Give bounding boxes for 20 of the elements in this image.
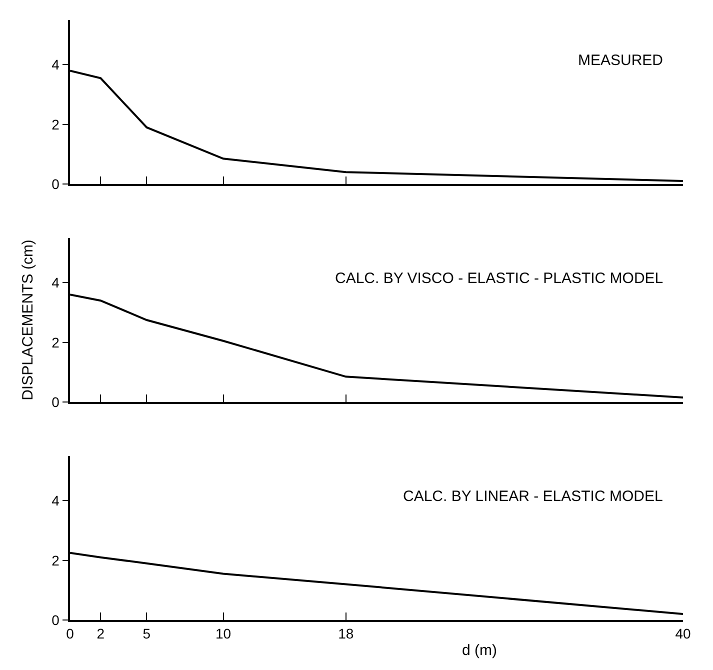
y-tick-label: 2 bbox=[52, 334, 60, 350]
y-tick-label: 4 bbox=[52, 56, 60, 73]
y-tick-label: 0 bbox=[52, 394, 60, 410]
y-tick-label: 0 bbox=[52, 612, 60, 628]
x-tick-label: 18 bbox=[338, 626, 354, 642]
y-tick-label: 2 bbox=[52, 552, 60, 568]
text: MEASURED bbox=[578, 52, 664, 69]
text: CALC. BY VISCO - ELASTIC - PLASTIC MODEL bbox=[335, 270, 664, 287]
y-tick-label: 4 bbox=[52, 492, 60, 509]
text: CALC. BY LINEAR - ELASTIC MODEL bbox=[403, 488, 663, 505]
y-tick-label: 0 bbox=[52, 176, 60, 192]
x-tick-label: 5 bbox=[142, 626, 151, 642]
x-tick-label: 0 bbox=[66, 626, 74, 642]
x-tick-label: 40 bbox=[675, 626, 691, 642]
x-tick-label: 10 bbox=[215, 626, 232, 642]
y-axis-title: DISPLACEMENTS (cm) bbox=[19, 240, 36, 400]
x-tick-label: 2 bbox=[96, 626, 105, 642]
x-axis-title: d (m) bbox=[462, 642, 497, 659]
y-tick-label: 2 bbox=[52, 116, 60, 132]
y-tick-label: 4 bbox=[52, 274, 60, 291]
